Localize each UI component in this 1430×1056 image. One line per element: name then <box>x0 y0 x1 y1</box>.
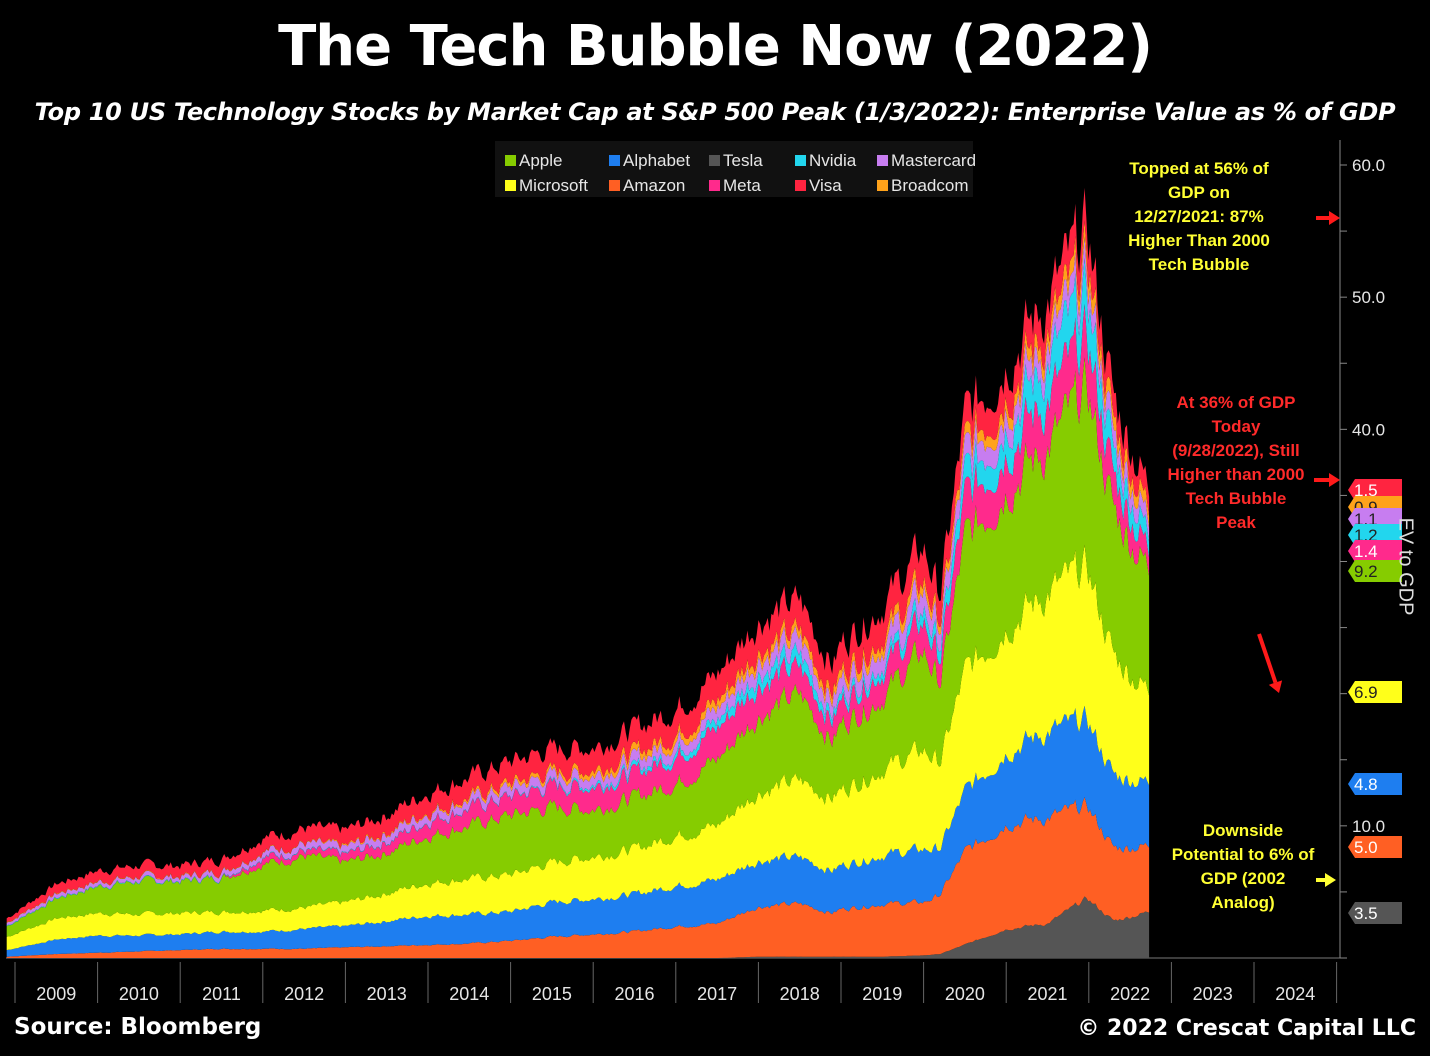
value-tag-bg <box>1348 479 1402 501</box>
copyright-label: © 2022 Crescat Capital LLC <box>1077 1016 1416 1041</box>
x-tick-label: 2023 <box>1193 984 1233 1004</box>
legend-label: Tesla <box>723 151 763 170</box>
chart-title: The Tech Bubble Now (2022) <box>278 14 1153 79</box>
area-tesla <box>6 896 1150 958</box>
y-tick-label: 10.0 <box>1352 817 1385 836</box>
value-tag-alphabet: 4.8 <box>1348 773 1402 795</box>
value-tag-tesla: 3.5 <box>1348 902 1402 924</box>
arrow-icon <box>1316 211 1340 225</box>
value-tag-visa: 1.5 <box>1348 479 1402 501</box>
value-tag-bg <box>1348 681 1402 703</box>
legend-label: Mastercard <box>891 151 977 170</box>
legend-item-tesla: Tesla <box>709 149 795 172</box>
y-tick-label: 40.0 <box>1352 420 1385 439</box>
value-tag-bg <box>1348 902 1402 924</box>
chart-legend: Apple Alphabet Tesla Nvidia Mastercard Micros… <box>495 141 976 197</box>
value-tag-label: 4.8 <box>1354 775 1378 794</box>
legend-item-visa: Visa <box>795 174 877 197</box>
legend-swatch <box>609 180 620 191</box>
legend-label: Amazon <box>623 176 686 195</box>
arrow-icon <box>1316 873 1336 887</box>
x-tick-label: 2009 <box>36 984 76 1004</box>
legend-label: Broadcom <box>891 176 969 195</box>
x-tick-label: 2024 <box>1275 984 1315 1004</box>
value-tag-apple: 9.2 <box>1348 560 1402 582</box>
arrow-icon <box>1257 633 1283 693</box>
legend-label: Apple <box>519 151 563 170</box>
legend-label: Nvidia <box>809 151 857 170</box>
x-tick-label: 2013 <box>367 984 407 1004</box>
legend-swatch <box>505 180 516 191</box>
annotation-today: At 36% of GDP Today (9/28/2022), Still H… <box>1167 393 1305 532</box>
value-tag-label: 9.2 <box>1354 562 1378 581</box>
legend-swatch <box>609 155 620 166</box>
area-alphabet <box>6 705 1150 957</box>
arrow-shaft <box>1257 633 1278 684</box>
annotation-peak: Topped at 56% of GDP on 12/27/2021: 87% … <box>1128 159 1270 274</box>
x-tick-label: 2012 <box>284 984 324 1004</box>
legend-item-apple: Apple <box>505 149 609 172</box>
x-tick-label: 2017 <box>697 984 737 1004</box>
legend-label: Meta <box>723 176 761 195</box>
legend-swatch <box>877 155 888 166</box>
y-tick-label: 60.0 <box>1352 156 1385 175</box>
x-tick-label: 2015 <box>532 984 572 1004</box>
legend-swatch <box>795 180 806 191</box>
value-tag-meta: 1.4 <box>1348 540 1402 562</box>
legend-label: Visa <box>809 176 842 195</box>
arrow-head <box>1329 473 1340 487</box>
chart-subtitle: Top 10 US Technology Stocks by Market Ca… <box>34 98 1396 126</box>
arrow-head <box>1329 211 1340 225</box>
arrow-icon <box>1314 473 1340 487</box>
x-tick-label: 2020 <box>945 984 985 1004</box>
x-tick-label: 2010 <box>119 984 159 1004</box>
value-tag-bg <box>1348 540 1402 562</box>
value-tag-label: 1.5 <box>1354 481 1378 500</box>
value-tag-label: 6.9 <box>1354 683 1378 702</box>
legend-item-mastercard: Mastercard <box>877 149 983 172</box>
legend-item-nvidia: Nvidia <box>795 149 877 172</box>
x-tick-label: 2016 <box>614 984 654 1004</box>
y-tick-label: 50.0 <box>1352 288 1385 307</box>
legend-label: Microsoft <box>519 176 588 195</box>
legend-item-meta: Meta <box>709 174 795 197</box>
x-tick-label: 2022 <box>1110 984 1150 1004</box>
legend-swatch <box>877 180 888 191</box>
arrow-head <box>1268 680 1283 693</box>
legend-swatch <box>709 155 720 166</box>
annotation-downside: Downside Potential to 6% of GDP (2002 An… <box>1171 821 1315 912</box>
legend-swatch <box>795 155 806 166</box>
source-label: Source: Bloomberg <box>14 1014 262 1040</box>
area-amazon <box>6 797 1150 958</box>
value-tag-label: 1.4 <box>1354 542 1378 561</box>
arrow-head <box>1325 873 1336 887</box>
legend-item-broadcom: Broadcom <box>877 174 983 197</box>
value-tag-bg <box>1348 836 1402 858</box>
legend-item-alphabet: Alphabet <box>609 149 709 172</box>
legend-item-microsoft: Microsoft <box>505 174 609 197</box>
area-apple <box>6 357 1150 937</box>
legend-swatch <box>505 155 516 166</box>
x-tick-label: 2021 <box>1027 984 1067 1004</box>
y-axis-title: EV to GDP <box>1394 517 1417 616</box>
x-tick-label: 2018 <box>780 984 820 1004</box>
legend-item-amazon: Amazon <box>609 174 709 197</box>
value-tag-bg <box>1348 560 1402 582</box>
value-tag-bg <box>1348 773 1402 795</box>
value-tag-label: 3.5 <box>1354 904 1378 923</box>
x-tick-label: 2011 <box>202 984 241 1004</box>
area-visa <box>6 187 1150 923</box>
value-tag-microsoft: 6.9 <box>1348 681 1402 703</box>
value-tag-amazon: 5.0 <box>1348 836 1402 858</box>
x-tick-label: 2014 <box>449 984 489 1004</box>
legend-swatch <box>709 180 720 191</box>
area-microsoft <box>6 544 1150 951</box>
legend-label: Alphabet <box>623 151 691 170</box>
value-tag-label: 5.0 <box>1354 838 1378 857</box>
x-tick-label: 2019 <box>862 984 902 1004</box>
area-meta <box>6 304 1150 927</box>
